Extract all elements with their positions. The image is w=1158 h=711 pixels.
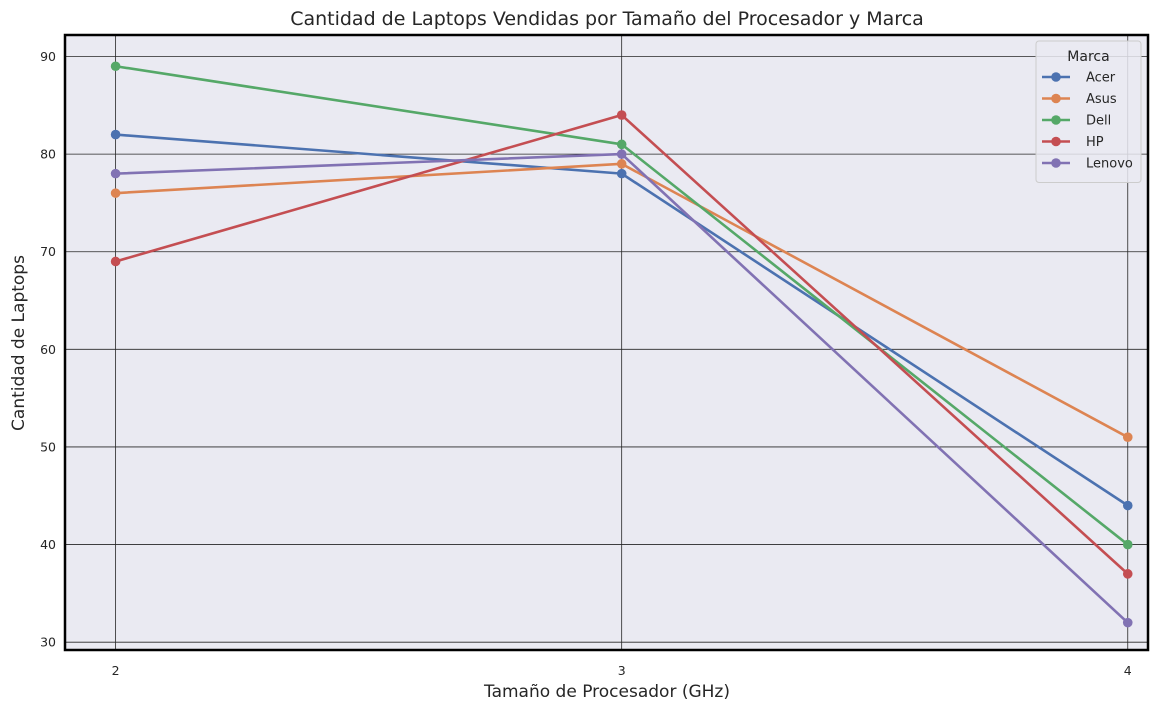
data-point-dell-4 bbox=[1122, 539, 1133, 550]
y-tick-label-90: 90 bbox=[40, 49, 56, 64]
data-point-acer-4 bbox=[1122, 500, 1133, 511]
legend-swatch-marker bbox=[1051, 136, 1061, 147]
chart-title: Cantidad de Laptops Vendidas por Tamaño … bbox=[290, 8, 924, 30]
data-point-acer-3 bbox=[616, 168, 627, 179]
data-point-dell-2 bbox=[110, 61, 121, 72]
legend-label-asus: Asus bbox=[1086, 92, 1117, 107]
x-tick-label-3: 3 bbox=[618, 663, 626, 678]
y-axis-label: Cantidad de Laptops bbox=[9, 255, 29, 431]
legend-item-lenovo: Lenovo bbox=[1042, 157, 1133, 172]
legend-label-hp: HP bbox=[1086, 135, 1104, 150]
legend-swatch-marker bbox=[1051, 115, 1061, 125]
x-tick-label-4: 4 bbox=[1124, 663, 1132, 678]
legend-label-acer: Acer bbox=[1086, 71, 1116, 86]
data-point-hp-2 bbox=[110, 256, 121, 267]
legend-title: Marca bbox=[1067, 49, 1109, 65]
y-tick-label-40: 40 bbox=[40, 537, 56, 552]
legend-item-acer: Acer bbox=[1042, 71, 1116, 86]
data-point-hp-4 bbox=[1122, 569, 1133, 579]
legend-swatch-marker bbox=[1051, 93, 1061, 104]
y-tick-label-70: 70 bbox=[40, 244, 56, 259]
plot-area bbox=[65, 35, 1148, 650]
data-point-hp-3 bbox=[616, 110, 627, 120]
legend-item-dell: Dell bbox=[1042, 114, 1111, 129]
legend-item-hp: HP bbox=[1042, 135, 1104, 150]
x-axis-label: Tamaño de Procesador (GHz) bbox=[483, 682, 730, 702]
x-tick-label-2: 2 bbox=[112, 663, 120, 678]
series-acer bbox=[110, 129, 1133, 511]
series-dell bbox=[110, 61, 1133, 550]
y-tick-label-50: 50 bbox=[40, 439, 56, 454]
data-point-asus-4 bbox=[1122, 432, 1133, 442]
legend: Marca Acer Asus Dell HP Lenovo bbox=[1035, 40, 1142, 183]
legend-item-asus: Asus bbox=[1042, 92, 1117, 107]
series-hp bbox=[110, 110, 1133, 579]
data-point-dell-3 bbox=[616, 139, 627, 150]
data-point-lenovo-2 bbox=[110, 168, 121, 179]
data-point-asus-2 bbox=[110, 188, 121, 198]
series-asus bbox=[110, 159, 1133, 442]
y-tick-label-30: 30 bbox=[40, 635, 56, 650]
plot-frame bbox=[63, 33, 1150, 652]
legend-label-lenovo: Lenovo bbox=[1086, 157, 1133, 172]
data-point-lenovo-3 bbox=[616, 149, 627, 159]
series-layer bbox=[110, 61, 1133, 628]
data-point-asus-3 bbox=[616, 159, 627, 169]
legend-label-dell: Dell bbox=[1086, 114, 1111, 129]
y-tick-label-60: 60 bbox=[40, 342, 56, 357]
series-lenovo bbox=[110, 149, 1133, 628]
legend-swatch-marker bbox=[1051, 158, 1061, 168]
legend-swatch-marker bbox=[1051, 72, 1061, 82]
tick-labels: 30 40 50 60 70 80 90 2 3 4 bbox=[40, 49, 1132, 678]
data-point-lenovo-4 bbox=[1122, 617, 1133, 628]
y-tick-label-80: 80 bbox=[40, 147, 56, 162]
data-point-acer-2 bbox=[110, 129, 121, 140]
